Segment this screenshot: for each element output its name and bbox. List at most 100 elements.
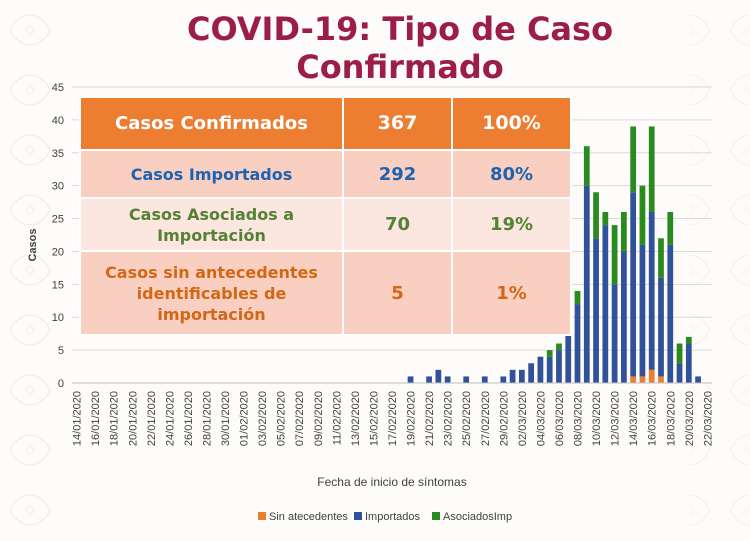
header-percent: 100% [451,96,572,151]
bar-segment-asociados [593,192,599,239]
bar-segment-asociados [546,350,553,357]
bar-segment-importados [537,356,544,383]
bar-segment-importados [407,376,414,383]
bar-segment-importados [685,343,692,383]
bar-segment-importados [593,238,599,383]
bar-segment-asociados [611,225,618,285]
x-tick-label: 24/01/2020 [164,391,176,446]
x-tick-label: 22/01/2020 [146,391,158,446]
x-tick-label: 16/03/2020 [647,391,659,446]
importados-percent: 80% [451,149,572,199]
bar-segment-importados [518,369,525,383]
x-tick-label: 09/02/2020 [313,391,325,446]
bar-segment-importados [695,376,701,383]
title-line-1: COVID-19: Tipo de Caso [186,10,614,48]
bar-segment-importados [574,304,581,383]
x-tick-label: 18/03/2020 [665,391,677,446]
y-tick-label: 30 [52,181,64,193]
bar-segment-sin-antecedentes [630,376,637,383]
legend-label: AsociadosImp [443,511,512,523]
header-count: 367 [342,96,453,151]
summary-header-row: Casos Confirmados 367 100% [79,96,572,151]
x-tick-label: 11/02/2020 [331,391,343,445]
bar-segment-asociados [648,126,655,212]
bar-segment-importados [546,356,553,383]
legend-swatch [432,512,440,520]
bar-segment-importados [565,304,572,383]
y-tick-label: 35 [52,148,64,160]
bar-segment-importados [444,376,451,383]
x-tick-label: 04/03/2020 [535,391,547,446]
bar-segment-importados [500,376,507,383]
x-tick-label: 21/02/2020 [424,391,436,446]
x-tick-label: 27/02/2020 [480,391,492,446]
sin-antecedentes-label: Casos sin antecedentes identificables de… [79,250,344,336]
y-tick-label: 10 [52,312,64,324]
x-tick-label: 20/01/2020 [127,391,139,446]
bar-segment-importados [676,363,683,383]
bar-segment-importados [426,376,432,383]
importados-count: 292 [342,149,453,199]
bar-segment-asociados [583,146,590,186]
y-tick-label: 25 [52,214,64,226]
x-tick-label: 15/02/2020 [368,391,380,446]
bar-segment-asociados [621,211,627,252]
y-tick-label: 20 [52,246,64,258]
summary-row-asociados: Casos Asociados a Importación 70 19% [79,197,572,252]
bar-segment-importados [611,284,618,383]
x-tick-label: 30/01/2020 [220,391,232,446]
asociados-percent: 19% [451,197,572,252]
x-tick-label: 19/02/2020 [406,391,418,446]
x-tick-label: 28/01/2020 [201,391,213,446]
importados-label: Casos Importados [79,149,344,199]
x-tick-label: 23/02/2020 [443,391,455,446]
title-line-2: Confirmado [296,48,504,86]
bar-segment-importados [667,244,674,383]
bar-segment-asociados [556,343,562,351]
bar-segment-importados [639,244,646,377]
bar-segment-asociados [685,336,692,344]
x-tick-label: 02/03/2020 [517,391,529,446]
x-tick-label: 26/01/2020 [183,391,195,446]
bar-segment-asociados [658,238,664,278]
sin-antecedentes-percent: 1% [451,250,572,336]
y-tick-label: 0 [58,378,64,390]
bar-segment-sin-antecedentes [639,376,646,383]
legend-label: Sin atecedentes [269,511,348,523]
legend-label: Importados [365,511,421,523]
x-tick-label: 29/02/2020 [498,391,510,446]
summary-table: Casos Confirmados 367 100% Casos Importa… [79,96,572,336]
bar-segment-importados [630,192,637,377]
x-tick-label: 13/02/2020 [350,391,362,446]
header-label: Casos Confirmados [79,96,344,151]
bar-segment-asociados [574,290,581,305]
asociados-label: Casos Asociados a Importación [79,197,344,252]
summary-row-importados: Casos Importados 292 80% [79,149,572,199]
x-tick-label: 03/02/2020 [257,391,269,446]
x-tick-label: 18/01/2020 [109,391,121,446]
bar-segment-importados [463,376,470,383]
legend-swatch [354,512,362,520]
y-tick-label: 40 [52,115,64,127]
bar-segment-importados [602,225,609,383]
legend-swatch [258,512,266,520]
y-axis-label: Casos [27,228,39,261]
x-tick-label: 22/03/2020 [702,391,714,446]
sin-antecedentes-count: 5 [342,250,453,336]
bar-segment-importados [556,350,562,383]
x-tick-label: 07/02/2020 [294,391,306,446]
x-tick-label: 06/03/2020 [554,391,566,446]
bar-segment-asociados [639,185,646,245]
bar-segment-importados [583,185,590,383]
bar-segment-sin-antecedentes [648,369,655,383]
bar-segment-importados [481,376,488,383]
asociados-count: 70 [342,197,453,252]
x-tick-label: 16/01/2020 [90,391,102,446]
y-tick-label: 5 [58,345,64,357]
bar-segment-importados [621,251,627,383]
bar-segment-sin-antecedentes [658,376,664,383]
bar-segment-importados [528,363,535,383]
bar-segment-importados [648,211,655,370]
bar-segment-asociados [630,126,637,193]
